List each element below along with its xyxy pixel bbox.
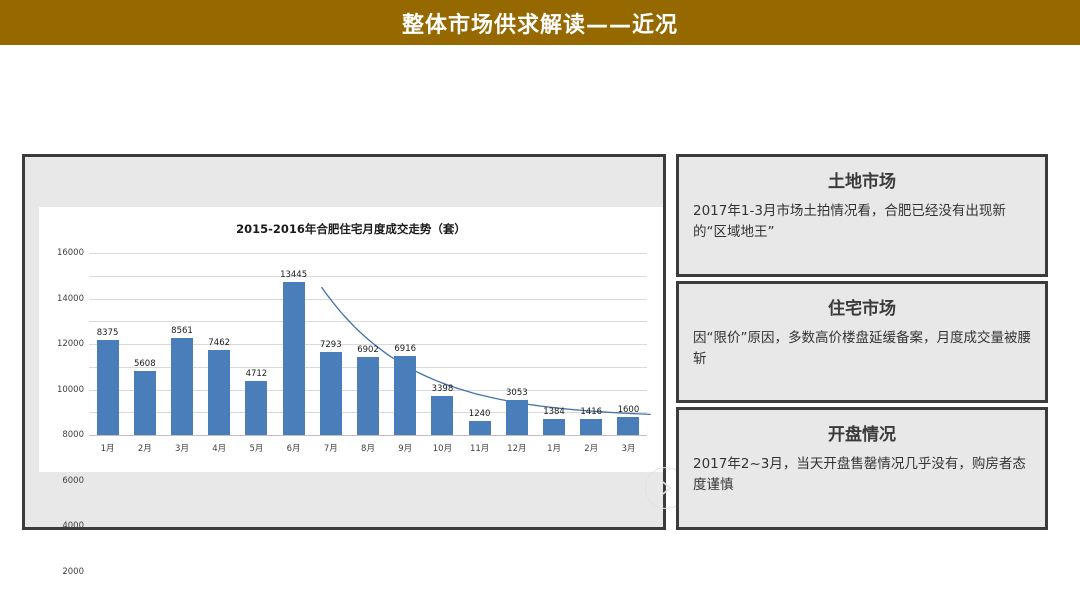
x-axis-tick-label: 11月 — [469, 444, 490, 454]
panel-launch-status[interactable]: 开盘情况 2017年2~3月，当天开盘售罄情况几乎没有，购房者态度谨慎 — [676, 407, 1048, 531]
x-axis-tick-label: 9月 — [398, 444, 413, 454]
gridline: 10000 — [57, 321, 647, 395]
bar-value-label: 8375 — [96, 327, 119, 338]
bar-slot: 5608 2月 — [126, 253, 163, 454]
chevron-right-icon — [662, 481, 672, 495]
bar-value-label: 3398 — [431, 384, 454, 395]
panel-title: 开盘情况 — [828, 425, 896, 446]
y-axis-tick-label: 4000 — [62, 521, 84, 531]
y-axis-tick-label: 8000 — [62, 430, 84, 440]
bar-value-label: 6902 — [357, 344, 379, 355]
bar-slot: 3053 12月 — [498, 253, 535, 454]
bar-value-label: 8561 — [171, 325, 193, 336]
chart-card: 2015-2016年合肥住宅月度成交走势（套） 0 2000 4000 6000 800… — [39, 207, 663, 577]
y-axis-tick-label: 2000 — [62, 566, 84, 577]
x-axis-tick-label: 10月 — [432, 444, 453, 454]
x-axis-tick-label: 2月 — [584, 444, 599, 454]
x-axis-tick-label: 1月 — [547, 444, 561, 454]
trendline-icon — [320, 286, 651, 416]
bar[interactable] — [543, 419, 566, 435]
x-axis-tick-label: 7月 — [323, 444, 338, 454]
bar[interactable] — [394, 356, 417, 435]
bar-slot: 1600 3月 — [610, 253, 647, 454]
bar-slot: 1240 11月 — [461, 253, 498, 454]
bar-value-label: 1600 — [617, 404, 640, 415]
bar-value-label: 1416 — [580, 406, 603, 417]
bar-slot: 8561 3月 — [163, 253, 200, 454]
trendline-path — [320, 286, 651, 416]
x-axis-tick-label: 6月 — [286, 444, 301, 454]
bar-slot: 7462 4月 — [201, 253, 238, 454]
bar-slot: 3398 10月 — [424, 253, 461, 454]
bar-slot: 4712 5月 — [238, 253, 275, 454]
bar-slot: 13445 6月 — [275, 253, 312, 454]
bar[interactable] — [133, 371, 156, 435]
bar-slot: 1416 2月 — [573, 253, 610, 454]
gridline: 0 — [89, 435, 647, 436]
bar[interactable] — [431, 396, 454, 435]
x-axis-tick-label: 8月 — [361, 444, 375, 454]
y-axis-tick-label: 16000 — [56, 248, 84, 258]
bar-slot: 6916 9月 — [387, 253, 424, 454]
panel-land-market[interactable]: 土地市场 2017年1-3月市场土拍情况看，合肥已经没有出现新的“区域地王” — [676, 154, 1048, 277]
bar[interactable] — [617, 416, 640, 435]
bar-slot: 7293 7月 — [312, 253, 349, 454]
bar[interactable] — [208, 350, 231, 435]
bar-value-label: 13445 — [280, 270, 308, 281]
x-axis-tick-label: 1月 — [100, 444, 115, 454]
gridline: 14000 — [57, 275, 647, 304]
page-title: 整体市场供求解读——近况 — [401, 12, 678, 38]
bar-value-label: 5608 — [133, 359, 156, 370]
bar[interactable] — [282, 282, 305, 435]
x-axis-tick-label: 4月 — [212, 444, 227, 454]
y-axis-tick-label: 6000 — [62, 475, 84, 486]
bar-value-label: 1384 — [543, 407, 565, 418]
gridline: 8000 — [62, 344, 647, 440]
bar[interactable] — [505, 400, 528, 435]
gridline: 16000 — [57, 248, 647, 258]
bar-value-label: 7462 — [208, 338, 231, 349]
chart-container: 2015-2016年合肥住宅月度成交走势（套） 0 2000 4000 6000 800… — [22, 154, 687, 577]
panel-body: 2017年2~3月，当天开盘售罄情况几乎没有，购房者态度谨慎 — [693, 456, 1026, 494]
x-axis-tick-label: 12月 — [507, 444, 527, 454]
bar[interactable] — [96, 339, 119, 435]
bar-slot: 1384 1月 — [535, 253, 572, 454]
y-axis-tick-label: 10000 — [56, 384, 84, 395]
bar-value-label: 6916 — [394, 344, 417, 355]
bar[interactable] — [580, 418, 603, 435]
panel-title: 住宅市场 — [828, 298, 896, 319]
bar[interactable] — [319, 352, 342, 435]
bar-value-label: 3053 — [506, 388, 528, 399]
x-axis-tick-label: 5月 — [249, 444, 264, 454]
x-axis-tick-label: 2月 — [137, 444, 152, 454]
panel-residential-market[interactable]: 住宅市场 因“限价”原因，多数高价楼盘延缓备案，月度成交量被腰斩 — [676, 280, 1048, 404]
header-bar — [0, 0, 1080, 45]
bar[interactable] — [468, 420, 491, 435]
bar[interactable] — [357, 356, 380, 435]
gridline: 12000 — [57, 298, 647, 349]
chart-title: 2015-2016年合肥住宅月度成交走势（套） — [236, 222, 466, 236]
bar-value-label: 7293 — [319, 340, 342, 351]
chart-bars: 8375 1月 5608 2月 8561 3月 7462 4月 4712 5月 13445 6月 729… — [89, 253, 647, 454]
x-axis-tick-label: 3月 — [621, 444, 636, 454]
panel-body: 因“限价”原因，多数高价楼盘延缓备案，月度成交量被腰斩 — [693, 329, 1031, 367]
y-axis-tick-label: 12000 — [56, 339, 84, 349]
bar-value-label: 1240 — [468, 408, 491, 419]
x-axis-tick-label: 3月 — [175, 444, 189, 454]
panel-title: 土地市场 — [828, 172, 896, 192]
bar[interactable] — [245, 381, 268, 435]
bar-value-label: 4712 — [245, 369, 268, 380]
chart-plot-area: 0 2000 4000 6000 8000 10000 12000 14000 16000 83… — [57, 248, 651, 577]
y-axis-tick-label: 14000 — [56, 293, 84, 304]
bar-slot: 8375 1月 — [89, 253, 126, 454]
info-panels: 土地市场 2017年1-3月市场土拍情况看，合肥已经没有出现新的“区域地王” 住… — [676, 154, 1048, 531]
panel-body: 2017年1-3月市场土拍情况看，合肥已经没有出现新的“区域地王” — [693, 203, 1006, 240]
bar[interactable] — [171, 337, 193, 435]
bar-slot: 6902 8月 — [349, 253, 386, 454]
